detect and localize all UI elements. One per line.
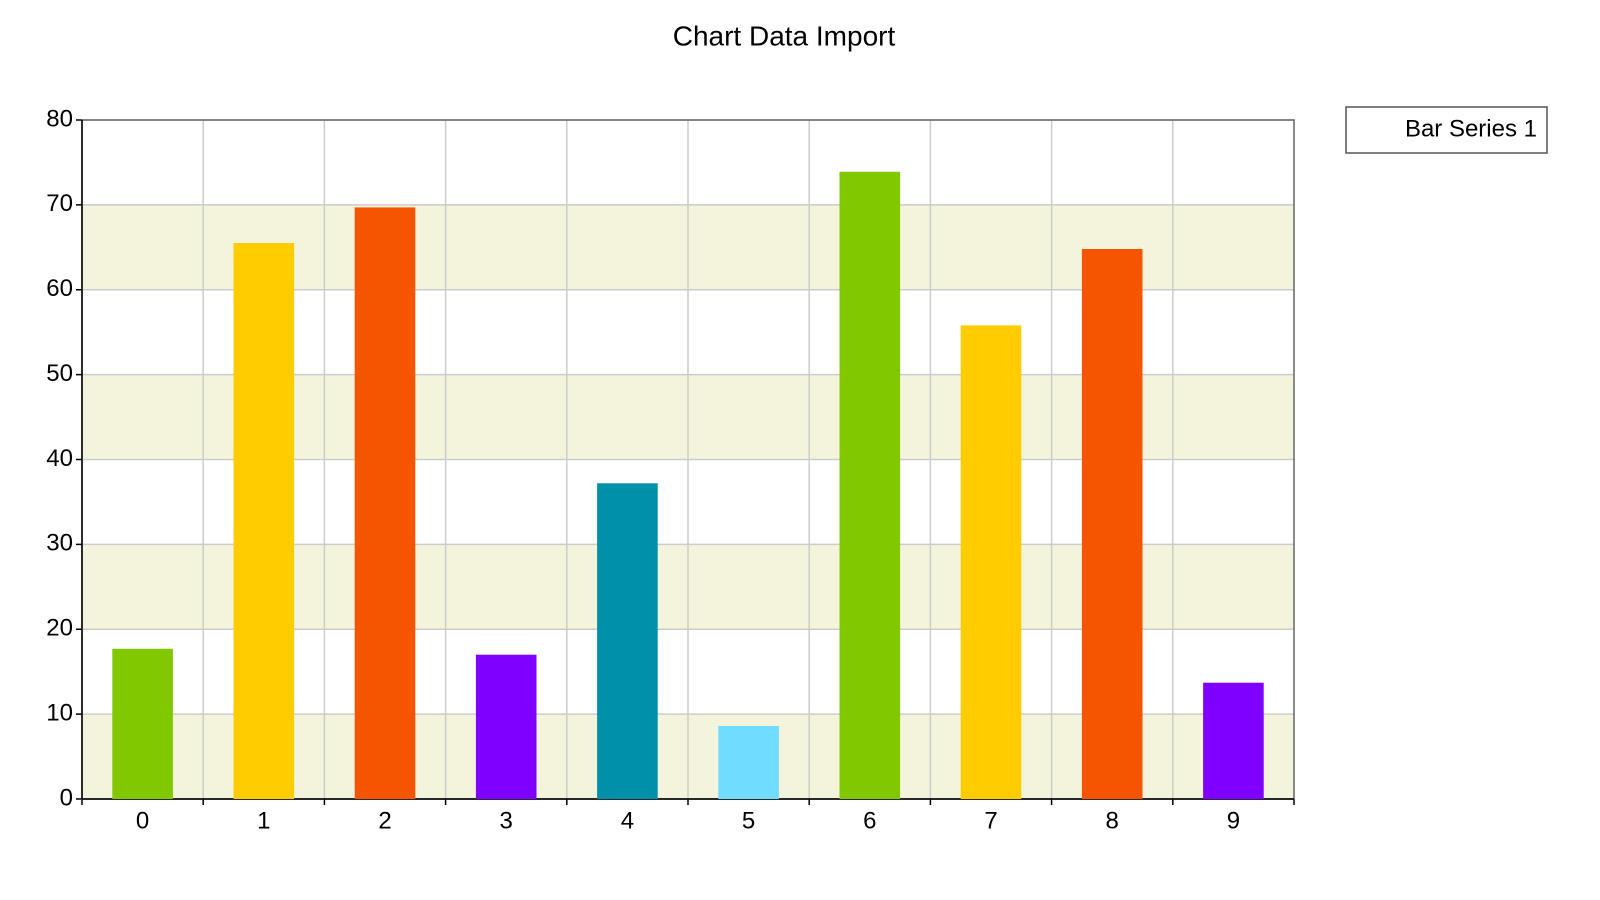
bar [112, 648, 173, 799]
x-tick-label: 9 [1227, 807, 1240, 834]
bar [718, 726, 779, 799]
bar [839, 171, 901, 799]
y-tick-label: 20 [46, 615, 73, 642]
x-tick-label: 7 [984, 807, 997, 834]
bar [960, 325, 1022, 799]
x-tick-label: 4 [621, 807, 634, 834]
bar [1081, 249, 1143, 799]
y-tick-label: 80 [46, 105, 73, 132]
x-tick-label: 2 [378, 807, 391, 834]
y-tick-label: 50 [46, 360, 73, 387]
x-tick-label: 6 [863, 807, 876, 834]
y-tick-label: 30 [46, 530, 73, 557]
y-tick-label: 10 [46, 699, 73, 726]
bar [354, 207, 416, 799]
x-tick-label: 0 [136, 807, 149, 834]
bar [475, 654, 537, 799]
y-tick-label: 40 [46, 445, 73, 472]
bar [233, 243, 295, 800]
y-tick-label: 0 [60, 784, 73, 811]
legend-label: Bar Series 1 [1405, 115, 1537, 142]
bar [597, 483, 658, 799]
x-tick-label: 3 [500, 807, 513, 834]
chart-title: Chart Data Import [673, 20, 896, 51]
x-tick-label: 1 [257, 807, 270, 834]
legend-box [1345, 106, 1548, 154]
x-tick-label: 5 [742, 807, 755, 834]
bar [1203, 682, 1264, 799]
y-tick-label: 70 [46, 190, 73, 217]
x-tick-label: 8 [1106, 807, 1119, 834]
y-tick-label: 60 [46, 275, 73, 302]
